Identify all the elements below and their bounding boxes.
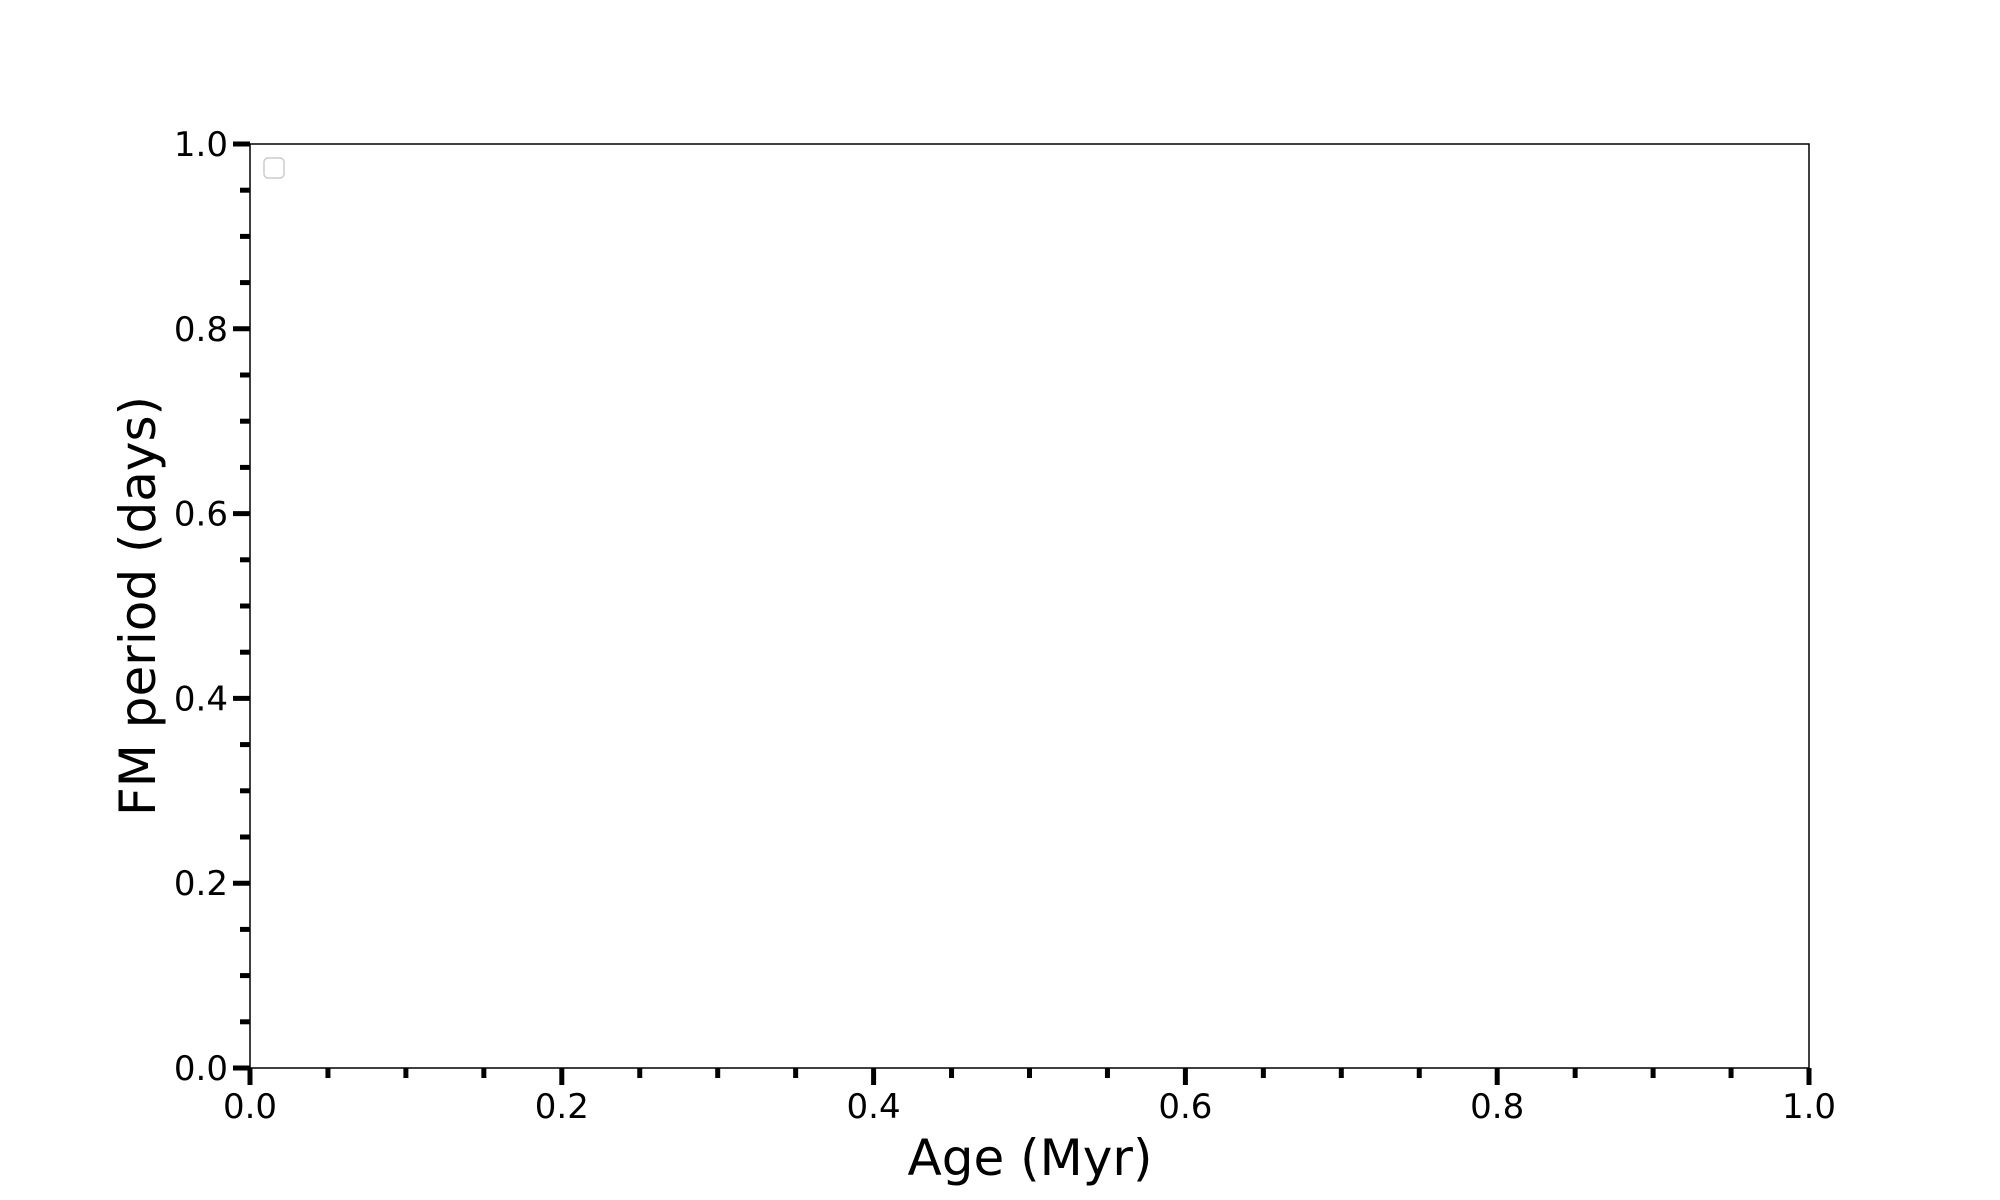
y-tick-label: 1.0 (174, 125, 228, 165)
x-tick-label: 1.0 (1782, 1087, 1836, 1127)
x-tick-label: 0.0 (223, 1087, 277, 1127)
ticks: 0.0 0.2 0.4 0.6 0.8 1.0 0.0 0.2 0.4 0.6 0.8 1.0 (174, 125, 1836, 1127)
x-tick-label: 0.4 (847, 1087, 901, 1127)
y-tick-label: 0.2 (174, 864, 228, 904)
plot-area (249, 143, 1810, 1069)
y-tick-label: 0.0 (174, 1049, 228, 1089)
x-tick-label: 0.2 (535, 1087, 589, 1127)
y-axis-label: FM period (days) (109, 396, 167, 816)
y-tick-label: 0.6 (174, 495, 228, 535)
y-tick-label: 0.8 (174, 310, 228, 350)
legend-box (263, 157, 285, 179)
y-tick-label: 0.4 (174, 679, 228, 719)
x-tick-label: 0.6 (1158, 1087, 1212, 1127)
x-tick-label: 0.8 (1470, 1087, 1524, 1127)
x-axis-label: Age (Myr) (908, 1129, 1153, 1187)
